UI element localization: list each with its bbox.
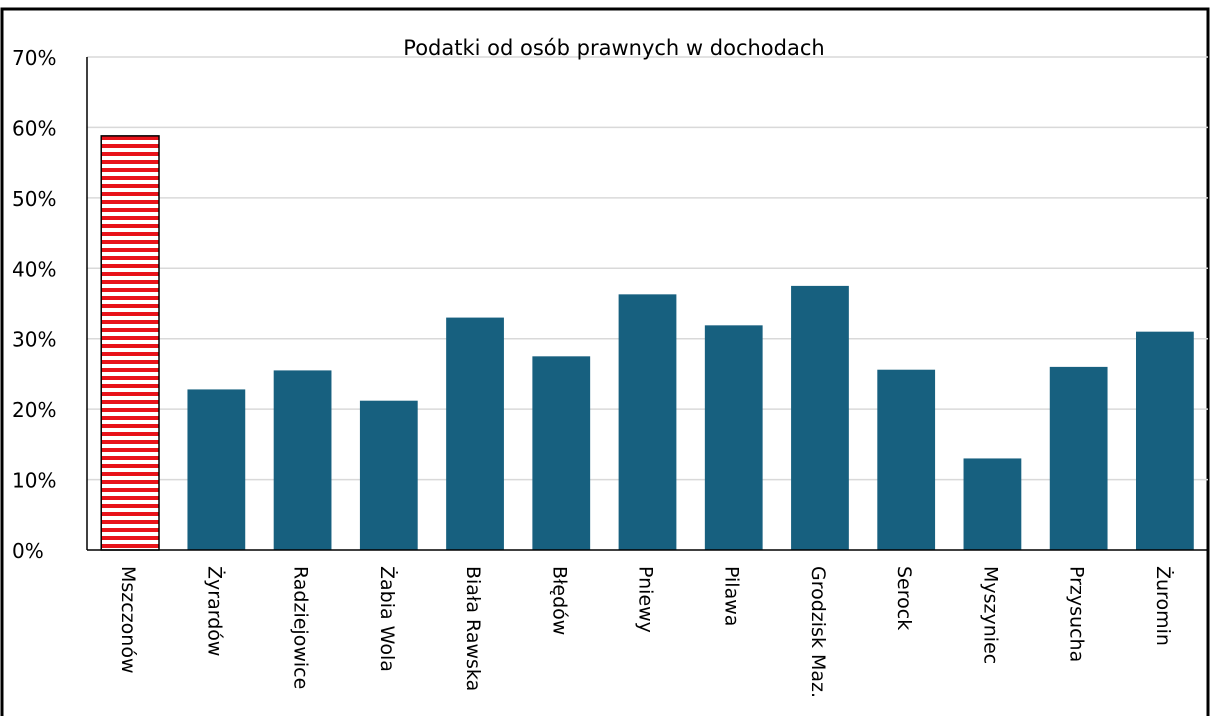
x-tick-label: Serock <box>893 566 915 630</box>
y-tick-label: 10% <box>12 469 56 493</box>
x-tick-label: Żuromin <box>1152 566 1175 646</box>
bar <box>359 400 418 550</box>
y-tick-label: 50% <box>12 187 56 211</box>
bar <box>877 369 936 550</box>
bar <box>1135 331 1194 550</box>
x-tick-labels: Mszczonów Żyrardów Radziejowice Żabia Wola B… <box>117 566 1175 698</box>
x-tick-label: Żabia Wola <box>376 566 399 672</box>
x-tick-label: Błędów <box>548 566 570 635</box>
bar <box>618 294 677 550</box>
axes <box>86 57 1208 551</box>
x-tick-label: Przysucha <box>1066 566 1088 662</box>
bar <box>187 389 246 550</box>
x-tick-label: Myszyniec <box>979 566 1001 664</box>
y-tick-label: 40% <box>12 257 56 281</box>
y-tick-label: 0% <box>12 539 44 563</box>
bar <box>1049 366 1108 550</box>
x-tick-label: Grodzisk Maz. <box>807 566 829 698</box>
x-tick-label: Żyrardów <box>203 566 226 656</box>
x-tick-label: Pilawa <box>721 566 743 626</box>
x-tick-label: Pniewy <box>635 566 657 633</box>
y-tick-label: 60% <box>12 116 56 140</box>
bar <box>704 325 763 550</box>
x-tick-label: Biała Rawska <box>462 566 484 691</box>
chart-border <box>0 7 1210 720</box>
bar <box>791 285 849 550</box>
bars <box>100 135 1194 551</box>
bar-highlighted <box>100 135 160 551</box>
chart-title: Podatki od osób prawnych w dochodach <box>403 36 824 60</box>
bar <box>446 317 504 550</box>
bar <box>532 356 591 550</box>
x-tick-label: Radziejowice <box>290 566 312 689</box>
x-tick-label: Mszczonów <box>117 566 139 674</box>
y-tick-labels: 0% 10% 20% 30% 40% 50% 60% 70% <box>12 46 56 563</box>
y-tick-label: 70% <box>12 46 56 70</box>
y-tick-label: 30% <box>12 328 56 352</box>
bar <box>273 370 332 550</box>
y-tick-label: 20% <box>12 398 56 422</box>
bar <box>963 458 1022 550</box>
